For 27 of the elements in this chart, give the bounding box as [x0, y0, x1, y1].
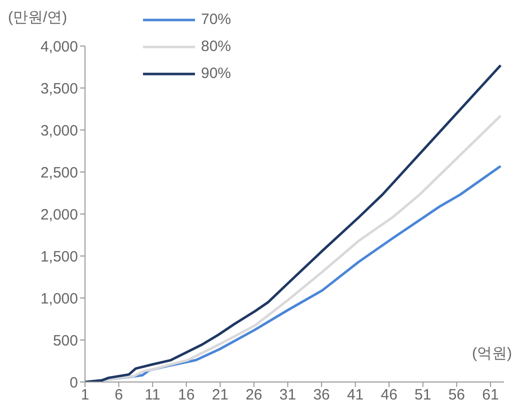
- y-tick-label: 0: [70, 374, 78, 392]
- y-tick-label: 500: [52, 332, 78, 350]
- legend-label: 70%: [201, 10, 232, 30]
- x-tick-label: 6: [114, 386, 123, 404]
- x-tick-label: 61: [482, 386, 499, 404]
- y-tick-label: 4,000: [40, 38, 78, 56]
- x-tick-label: 51: [414, 386, 432, 404]
- x-axis-title: (억원): [472, 344, 512, 363]
- x-tick-label: 26: [246, 386, 262, 404]
- x-tick-label: 16: [178, 386, 195, 404]
- y-axis-title: (만원/연): [8, 8, 68, 27]
- y-tick-label: 1,500: [40, 248, 78, 266]
- x-tick-label: 11: [144, 386, 160, 404]
- x-tick-label: 31: [279, 386, 296, 404]
- y-tick-label: 3,500: [40, 80, 78, 98]
- x-tick-label: 46: [380, 386, 398, 404]
- x-tick-label: 56: [448, 386, 466, 404]
- y-tick-label: 2,500: [40, 164, 78, 182]
- y-tick-label: 1,000: [40, 290, 78, 308]
- y-tick-label: 2,000: [40, 206, 78, 224]
- legend-label: 80%: [201, 37, 232, 57]
- x-tick-label: 21: [212, 386, 229, 404]
- x-tick-label: 1: [80, 386, 90, 404]
- legend-label: 90%: [201, 64, 232, 84]
- y-tick-label: 3,000: [40, 122, 78, 140]
- x-tick-label: 41: [346, 386, 364, 404]
- x-tick-label: 36: [313, 386, 330, 404]
